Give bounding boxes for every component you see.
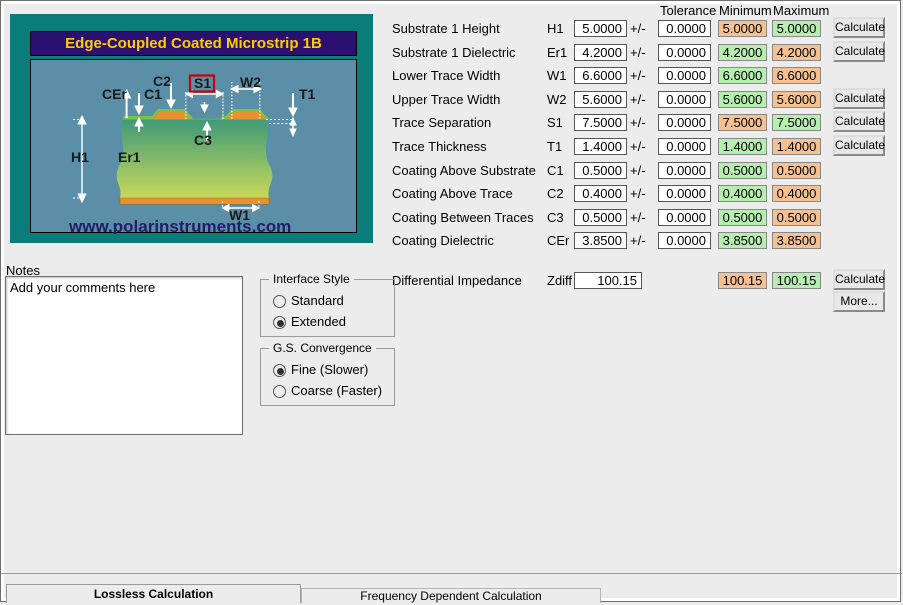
svg-text:www.polarinstruments.com: www.polarinstruments.com: [68, 217, 291, 234]
svg-text:T1: T1: [299, 86, 316, 102]
svg-text:H1: H1: [71, 149, 89, 165]
svg-text:S1: S1: [194, 75, 211, 91]
svg-text:C2: C2: [153, 73, 171, 89]
svg-text:Er1: Er1: [118, 149, 141, 165]
svg-text:CEr: CEr: [102, 86, 127, 102]
svg-text:C3: C3: [194, 132, 212, 148]
svg-text:W2: W2: [240, 74, 261, 90]
